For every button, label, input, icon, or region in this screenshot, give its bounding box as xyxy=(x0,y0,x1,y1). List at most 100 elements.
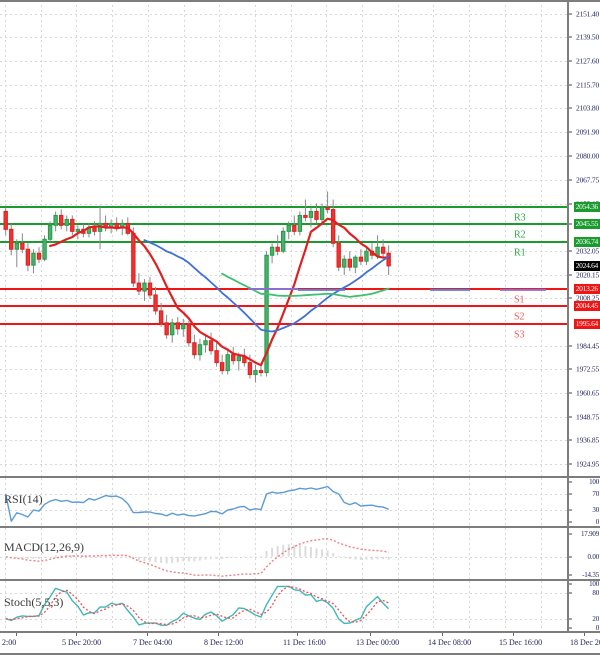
axis-tickmark xyxy=(569,463,572,465)
level-line-s2 xyxy=(0,305,568,308)
grid-vline xyxy=(291,528,292,581)
axis-tick-label: 100 xyxy=(589,478,599,486)
grid-vline xyxy=(76,528,77,581)
macd-series xyxy=(5,538,390,577)
price-pill-red: 2013.26 xyxy=(573,283,600,294)
axis-tickmark xyxy=(569,13,572,15)
macd-axis: 17.909 0.00 -14.35 xyxy=(568,528,600,581)
rsi-axis: 100 70 30 0 xyxy=(568,478,600,528)
axis-tick-label: 1948.75 xyxy=(576,412,599,422)
grid-hline xyxy=(0,369,568,371)
grid-hline xyxy=(0,416,568,418)
axis-tick-label: -14.35 xyxy=(582,571,599,579)
grid-vline xyxy=(148,0,149,478)
grid-vline xyxy=(541,528,542,581)
grid-vline xyxy=(41,581,42,633)
axis-tick-label: 2139.50 xyxy=(576,32,599,42)
level-label-r3: R3 xyxy=(514,212,526,224)
axis-tickmark xyxy=(569,618,572,620)
axis-tick-label: 20 xyxy=(592,615,599,624)
grid-vline xyxy=(326,0,327,478)
price-pill-red: 1995.64 xyxy=(573,318,600,329)
axis-tick-label: 0 xyxy=(595,518,600,526)
time-axis-label: 15 Dec 16:00 xyxy=(499,638,543,647)
level-label-s3: S3 xyxy=(514,329,525,341)
time-axis-tickmark xyxy=(16,633,17,636)
price-panel[interactable]: R3 R2 R1 S1 S2 S3 2151.40 2139.50 2127.60 2115.7… xyxy=(0,0,600,478)
time-axis-tickmark xyxy=(297,633,298,636)
grid-vline xyxy=(433,581,434,633)
grid-vline xyxy=(219,0,220,478)
rsi-panel[interactable]: 100 70 30 0 RSI(14) xyxy=(0,478,600,528)
axis-tickmark xyxy=(569,556,572,558)
grid-vline xyxy=(184,581,185,633)
rsi-plot-area[interactable] xyxy=(0,478,568,528)
grid-vline xyxy=(112,0,113,478)
macd-plot-area[interactable] xyxy=(0,528,568,581)
grid-vline xyxy=(505,528,506,581)
level-label-r1: R1 xyxy=(514,247,526,259)
grid-vline xyxy=(219,478,220,528)
rsi-panel-bottom-border xyxy=(0,526,600,528)
time-axis-tickmark xyxy=(584,633,585,636)
time-axis-tickmark xyxy=(76,633,77,636)
grid-hline xyxy=(0,61,568,63)
grid-vline xyxy=(112,478,113,528)
axis-tickmark xyxy=(569,627,572,629)
grid-vline xyxy=(362,581,363,633)
grid-vline xyxy=(541,478,542,528)
axis-tick-label: 1960.65 xyxy=(576,388,599,398)
price-pill-green: 2036.74 xyxy=(573,236,600,247)
grid-vline xyxy=(469,478,470,528)
axis-tick-label: 2115.70 xyxy=(576,80,599,90)
axis-tickmark xyxy=(569,392,572,394)
macd-axis-line xyxy=(567,528,569,581)
time-axis: 2:00 5 Dec 20:00 7 Dec 04:00 8 Dec 12:00 11 … xyxy=(0,633,600,655)
axis-tickmark xyxy=(569,131,572,133)
axis-tick-label: 0 xyxy=(595,624,600,632)
stoch-plot-area[interactable] xyxy=(0,581,568,633)
axis-tickmark xyxy=(569,493,572,495)
time-axis-tickmark xyxy=(370,633,371,636)
axis-tick-label: 2151.40 xyxy=(576,9,599,19)
axis-tick-label: 2020.15 xyxy=(576,270,599,280)
grid-vline xyxy=(433,0,434,478)
grid-vline xyxy=(148,528,149,581)
time-axis-label: 2:00 xyxy=(2,638,17,647)
axis-tickmark xyxy=(569,107,572,109)
level-line-s3 xyxy=(0,322,568,325)
stoch-axis: 100 80 20 0 xyxy=(568,580,600,633)
grid-vline xyxy=(41,528,42,581)
stoch-panel[interactable]: 100 80 20 0 Stoch(5,5,3) xyxy=(0,580,600,633)
time-axis-tickmark xyxy=(218,633,219,636)
grid-vline xyxy=(76,581,77,633)
axis-tickmark xyxy=(569,84,572,86)
time-axis-tickmark xyxy=(513,633,514,636)
grid-vline xyxy=(362,478,363,528)
grid-vline xyxy=(184,478,185,528)
grid-vline xyxy=(184,528,185,581)
time-axis-label: 8 Dec 12:00 xyxy=(204,638,244,647)
grid-vline xyxy=(5,528,6,581)
grid-vline xyxy=(291,581,292,633)
axis-tick-label: 80 xyxy=(592,588,599,597)
grid-vline xyxy=(5,0,6,478)
macd-panel[interactable]: 17.909 0.00 -14.35 MACD(12,26,9) xyxy=(0,528,600,581)
stoch-panel-bottom-border xyxy=(0,631,600,633)
axis-tickmark xyxy=(569,583,572,585)
grid-hline xyxy=(0,393,568,395)
axis-tickmark xyxy=(569,250,572,252)
axis-tickmark xyxy=(569,223,572,225)
grid-vline xyxy=(469,0,470,478)
time-axis-bottom-border xyxy=(0,653,600,655)
time-axis-label: 18 Dec 20:00 xyxy=(570,638,600,647)
axis-tickmark xyxy=(569,179,572,181)
grid-vline xyxy=(148,478,149,528)
grid-vline xyxy=(398,581,399,633)
grid-vline xyxy=(398,478,399,528)
grid-vline xyxy=(505,0,506,478)
price-plot-area[interactable]: R3 R2 R1 S1 S2 S3 xyxy=(0,0,568,478)
grid-hline xyxy=(0,274,568,276)
grid-hline xyxy=(0,155,568,157)
